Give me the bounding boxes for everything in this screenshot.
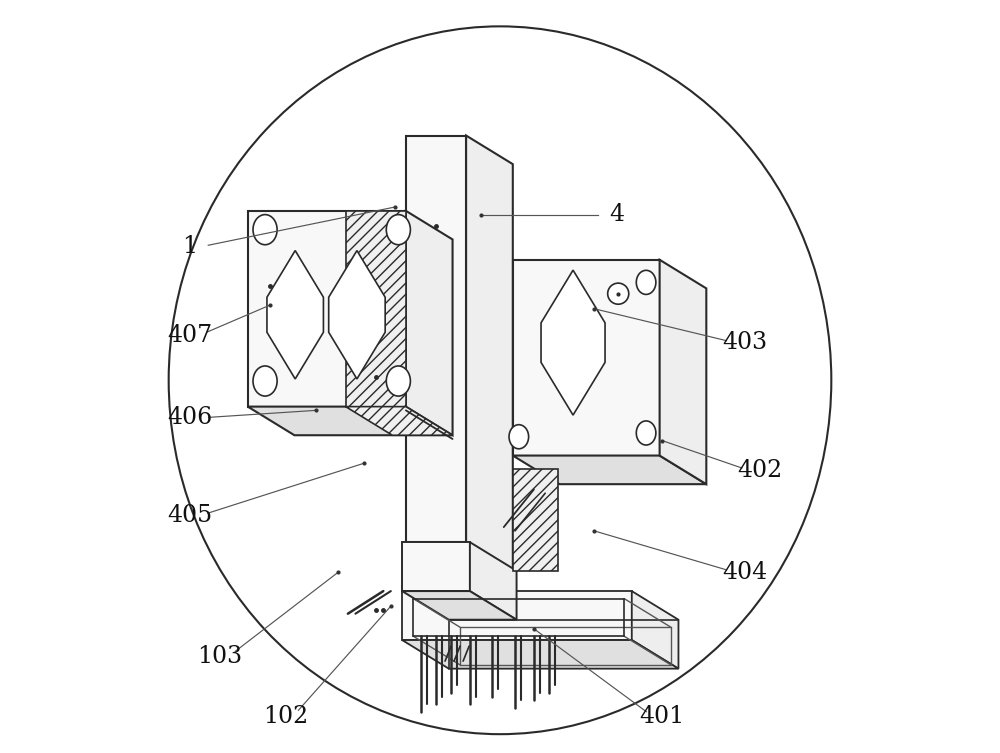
Polygon shape [248,211,406,407]
Text: 403: 403 [722,331,767,354]
Polygon shape [346,407,453,435]
Ellipse shape [608,283,629,304]
Polygon shape [466,136,513,571]
Polygon shape [402,542,470,591]
Text: 4: 4 [609,203,624,226]
Polygon shape [402,591,517,620]
Ellipse shape [509,425,529,449]
Ellipse shape [386,366,410,396]
Text: 402: 402 [737,459,782,482]
Text: 102: 102 [263,706,308,728]
Text: 1: 1 [182,236,197,258]
Polygon shape [632,591,678,669]
Ellipse shape [636,270,656,294]
Ellipse shape [253,366,277,396]
Polygon shape [267,251,323,379]
Text: 404: 404 [722,561,767,584]
Polygon shape [406,211,453,435]
Polygon shape [513,456,706,484]
Text: 406: 406 [167,407,212,429]
Text: 401: 401 [639,706,685,728]
Polygon shape [329,251,385,379]
Ellipse shape [386,215,410,245]
Text: 407: 407 [167,324,212,346]
Text: 103: 103 [197,645,242,668]
Ellipse shape [636,421,656,445]
Polygon shape [660,260,706,484]
Polygon shape [248,407,453,435]
Polygon shape [402,591,632,640]
Polygon shape [541,270,605,415]
Polygon shape [513,469,558,571]
Polygon shape [406,136,466,542]
Polygon shape [402,640,678,669]
Bar [346,211,406,407]
Polygon shape [470,542,517,620]
Text: 405: 405 [167,505,212,527]
Polygon shape [513,260,660,456]
Ellipse shape [253,215,277,245]
Ellipse shape [169,26,831,734]
